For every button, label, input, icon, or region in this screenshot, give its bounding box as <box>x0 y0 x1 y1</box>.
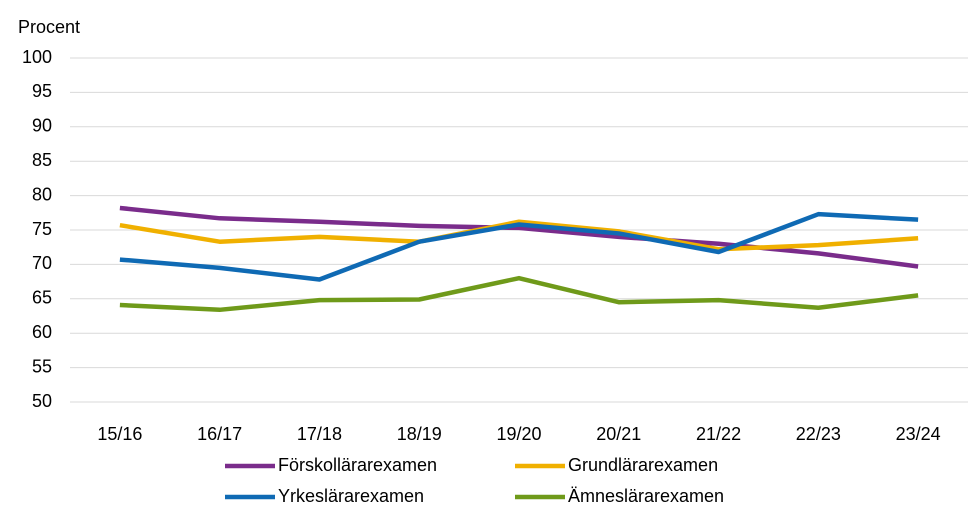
y-tick-label: 70 <box>32 253 52 273</box>
y-tick-label: 65 <box>32 288 52 308</box>
y-tick-label: 80 <box>32 184 52 204</box>
x-tick-label: 17/18 <box>297 424 342 444</box>
x-tick-label: 18/19 <box>397 424 442 444</box>
series-line <box>119 275 919 313</box>
x-tick-label: 21/22 <box>696 424 741 444</box>
x-tick-label: 20/21 <box>596 424 641 444</box>
x-tick-label: 23/24 <box>896 424 941 444</box>
y-tick-label: 75 <box>32 219 52 239</box>
legend-label: Yrkeslärarexamen <box>278 486 424 506</box>
legend-label: Ämneslärarexamen <box>568 486 724 506</box>
x-tick-label: 19/20 <box>496 424 541 444</box>
legend-label: Grundlärarexamen <box>568 455 718 475</box>
y-tick-label: 85 <box>32 150 52 170</box>
y-tick-label: 90 <box>32 116 52 136</box>
series-line <box>119 205 919 269</box>
x-tick-label: 16/17 <box>197 424 242 444</box>
series-line <box>119 211 919 282</box>
series-line <box>119 219 919 252</box>
y-tick-label: 55 <box>32 356 52 376</box>
y-tick-label: 95 <box>32 81 52 101</box>
legend-label: Förskollärarexamen <box>278 455 437 475</box>
x-tick-label: 15/16 <box>97 424 142 444</box>
y-tick-label: 60 <box>32 322 52 342</box>
y-tick-label: 50 <box>32 391 52 411</box>
y-tick-label: 100 <box>22 47 52 67</box>
x-tick-label: 22/23 <box>796 424 841 444</box>
y-axis-label: Procent <box>18 17 80 37</box>
